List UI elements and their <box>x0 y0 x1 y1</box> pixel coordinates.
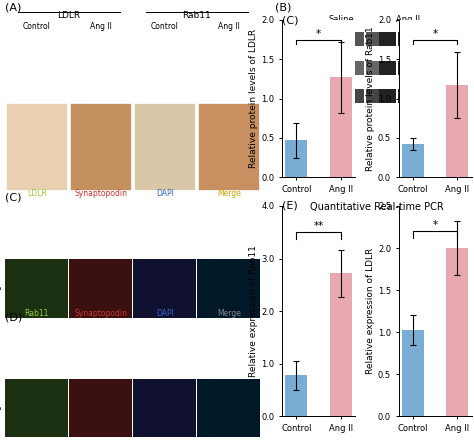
Bar <box>402 144 424 177</box>
Bar <box>366 89 383 103</box>
FancyBboxPatch shape <box>198 103 259 190</box>
Text: (B): (B) <box>275 2 292 12</box>
FancyBboxPatch shape <box>70 103 131 190</box>
Bar <box>379 89 396 103</box>
Text: Control: Control <box>23 22 51 31</box>
Text: DAPI: DAPI <box>156 189 173 198</box>
Text: Ang II: Ang II <box>0 398 2 420</box>
Bar <box>398 61 415 74</box>
Text: Rab11: Rab11 <box>25 309 49 318</box>
Bar <box>347 61 364 74</box>
Text: Control: Control <box>0 215 2 243</box>
Text: Synaptopodin: Synaptopodin <box>74 189 127 198</box>
Text: (C): (C) <box>5 193 21 203</box>
Bar <box>69 379 132 437</box>
Text: *: * <box>316 29 321 39</box>
Y-axis label: Relative expression of Rab11: Relative expression of Rab11 <box>249 245 258 377</box>
Text: LDLR: LDLR <box>57 11 80 20</box>
Text: Ang II: Ang II <box>396 15 419 23</box>
Bar <box>446 248 468 416</box>
Y-axis label: Relative expression of LDLR: Relative expression of LDLR <box>366 248 375 374</box>
Bar <box>5 379 68 437</box>
Text: **: ** <box>313 221 324 231</box>
Bar <box>347 89 364 103</box>
Bar <box>5 319 68 377</box>
Text: Synaptopodin: Synaptopodin <box>74 309 127 318</box>
Bar <box>197 260 260 318</box>
Bar <box>5 260 68 318</box>
Bar <box>133 319 196 377</box>
Bar <box>309 61 326 74</box>
Bar <box>197 439 260 443</box>
Text: (A): (A) <box>5 2 21 12</box>
Text: LDLR: LDLR <box>27 189 46 198</box>
Text: Ang II: Ang II <box>218 22 240 31</box>
Bar <box>69 439 132 443</box>
Text: Control: Control <box>151 22 179 31</box>
Text: 37kDa: 37kDa <box>434 90 457 96</box>
Text: Saline: Saline <box>328 15 354 23</box>
Bar <box>366 32 383 46</box>
Text: Merge: Merge <box>217 309 241 318</box>
Text: Quantitative Real-time PCR: Quantitative Real-time PCR <box>310 202 444 212</box>
Bar <box>379 61 396 74</box>
Bar <box>133 260 196 318</box>
Text: *: * <box>433 29 438 39</box>
Bar <box>285 140 308 177</box>
Bar <box>197 379 260 437</box>
Bar <box>328 89 345 103</box>
Y-axis label: Relative protein levels of LDLR: Relative protein levels of LDLR <box>249 29 258 168</box>
Text: (E): (E) <box>282 200 298 210</box>
Bar <box>329 273 352 416</box>
Bar <box>417 61 434 74</box>
Bar <box>285 375 308 416</box>
Text: Rab11: Rab11 <box>284 60 309 69</box>
Text: 22kDa: 22kDa <box>435 61 457 67</box>
Bar <box>402 330 424 416</box>
FancyBboxPatch shape <box>134 196 195 284</box>
Bar <box>69 260 132 318</box>
Bar <box>309 32 326 46</box>
Bar <box>379 32 396 46</box>
Text: LDLR: LDLR <box>284 31 304 40</box>
FancyBboxPatch shape <box>70 196 131 284</box>
Bar <box>133 439 196 443</box>
Bar <box>69 319 132 377</box>
Text: Ang II: Ang II <box>90 22 112 31</box>
Bar <box>436 32 453 46</box>
Text: GAPDH: GAPDH <box>284 89 312 97</box>
Bar <box>197 319 260 377</box>
Bar <box>328 32 345 46</box>
Text: Control: Control <box>0 335 2 363</box>
Bar <box>446 85 468 177</box>
Bar <box>436 61 453 74</box>
Bar <box>417 89 434 103</box>
Bar <box>309 89 326 103</box>
Text: *: * <box>433 220 438 230</box>
Text: 160kDa: 160kDa <box>430 32 457 39</box>
Bar <box>347 32 364 46</box>
Text: DAPI: DAPI <box>156 309 173 318</box>
Y-axis label: Relative protein levels of Rab11: Relative protein levels of Rab11 <box>366 26 375 171</box>
Bar <box>328 61 345 74</box>
Bar <box>366 61 383 74</box>
Text: Rab11: Rab11 <box>182 11 211 20</box>
Bar <box>398 89 415 103</box>
Bar <box>329 78 352 177</box>
Bar <box>133 379 196 437</box>
Text: (D): (D) <box>5 312 22 323</box>
Text: Merge: Merge <box>217 189 241 198</box>
FancyBboxPatch shape <box>6 103 67 190</box>
Bar <box>5 439 68 443</box>
Text: (C): (C) <box>282 16 299 26</box>
FancyBboxPatch shape <box>6 196 67 284</box>
FancyBboxPatch shape <box>198 196 259 284</box>
Bar <box>417 32 434 46</box>
Bar <box>398 32 415 46</box>
Bar <box>436 89 453 103</box>
Text: Ang II: Ang II <box>0 278 2 300</box>
FancyBboxPatch shape <box>134 103 195 190</box>
